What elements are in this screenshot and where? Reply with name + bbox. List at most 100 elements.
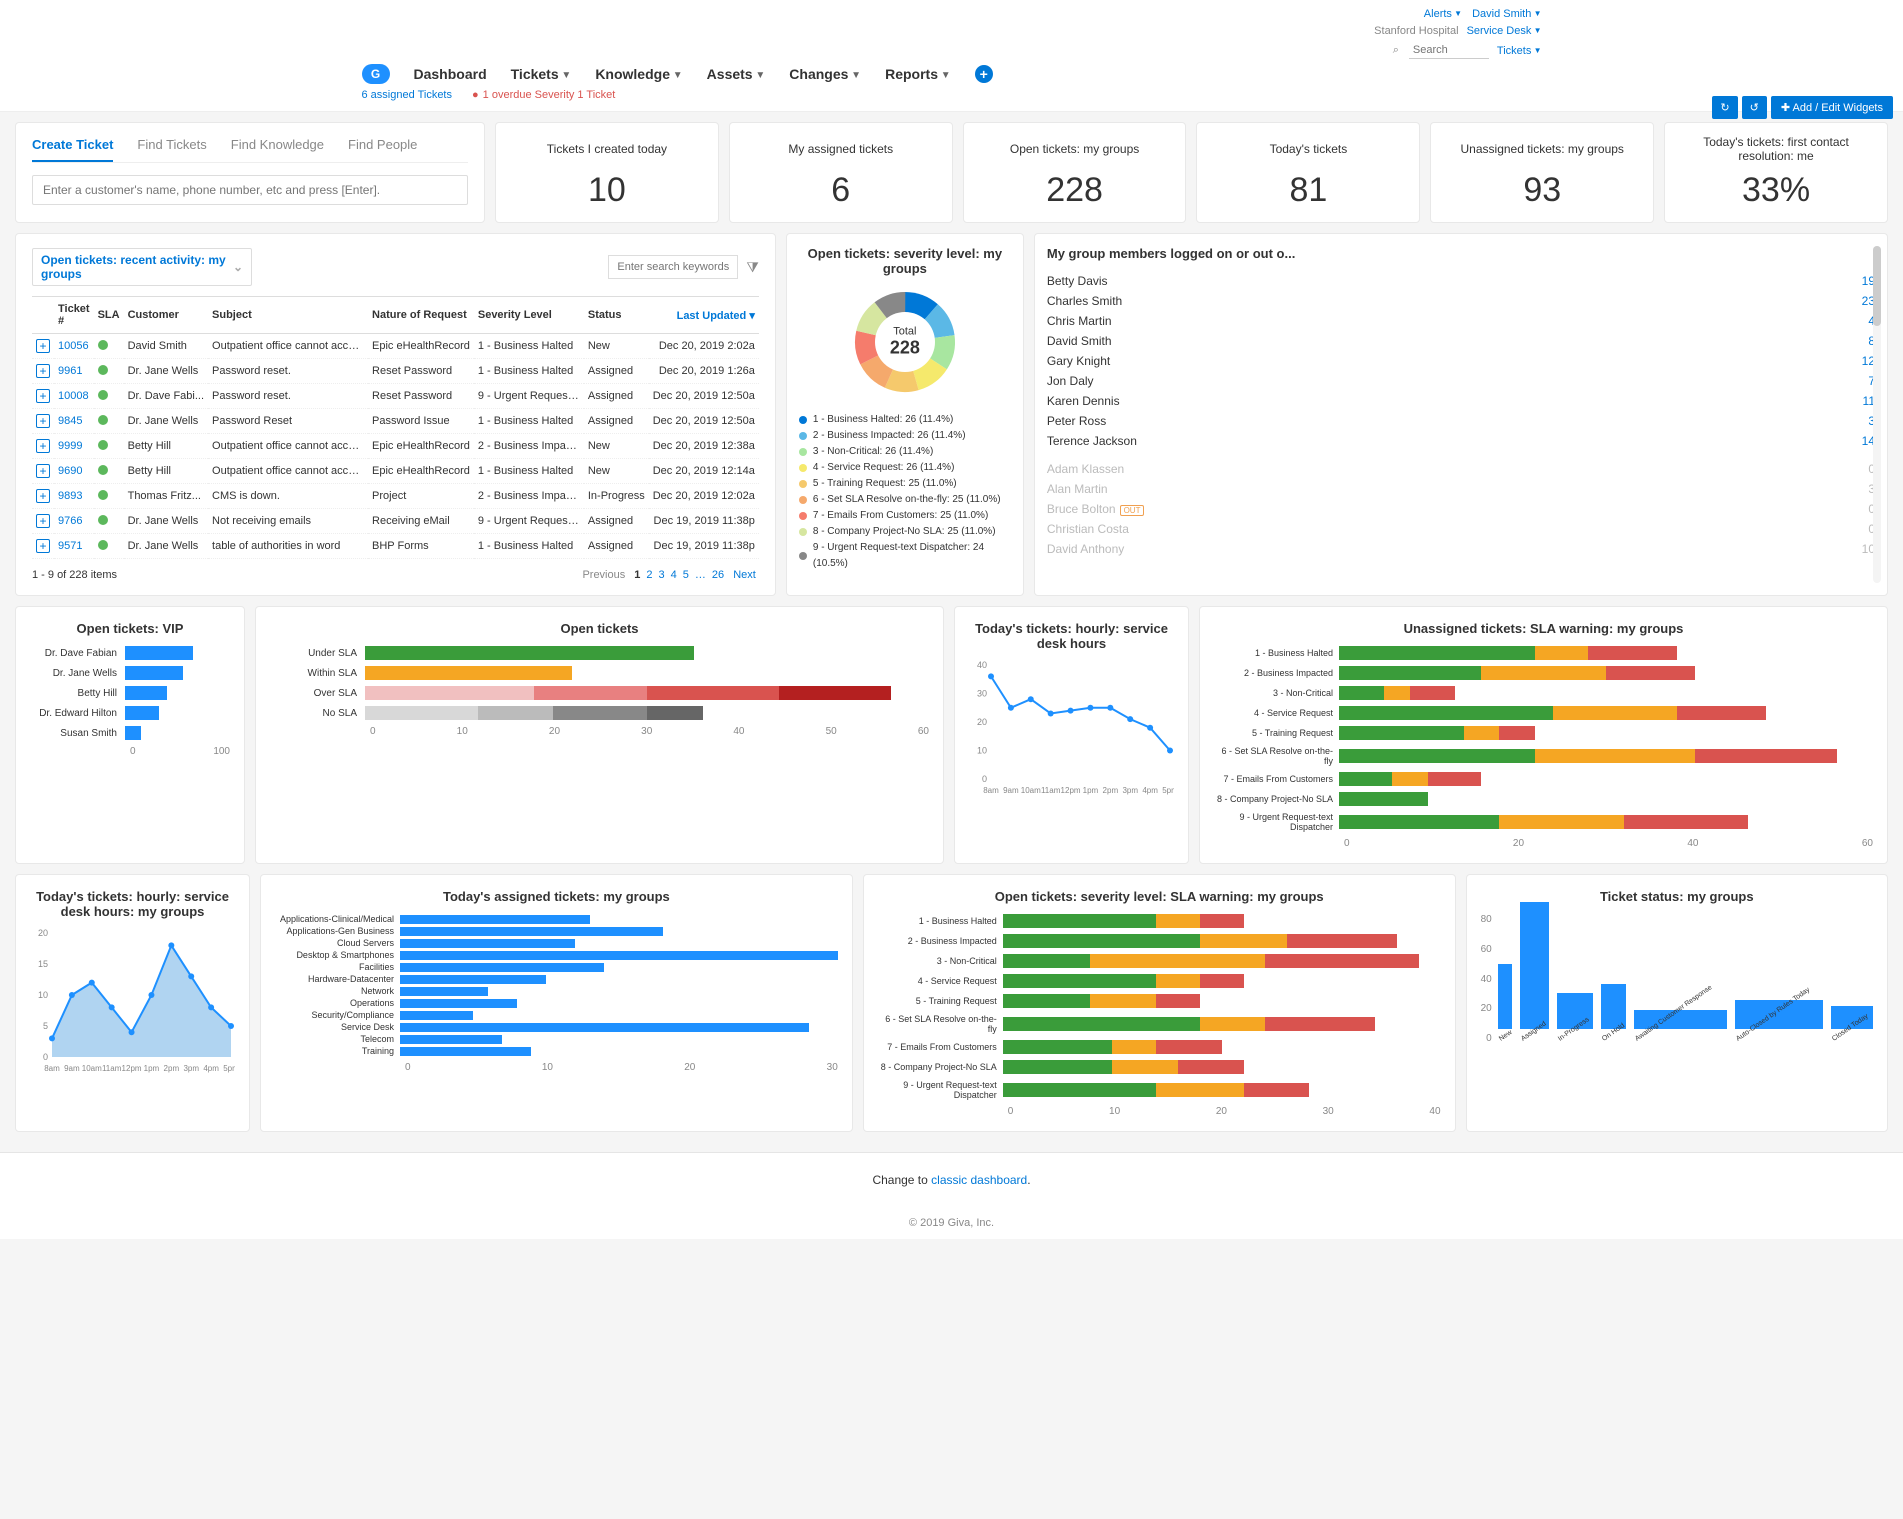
tab-find-people[interactable]: Find People: [348, 137, 417, 162]
create-ticket-input[interactable]: [32, 175, 468, 205]
ticket-id-link[interactable]: 9893: [54, 484, 94, 509]
svg-text:9am: 9am: [1003, 786, 1019, 795]
sort-last-updated[interactable]: Last Updated ▾: [649, 297, 759, 334]
table-row[interactable]: +9571Dr. Jane Wellstable of authorities …: [32, 534, 759, 559]
kpi-card[interactable]: My assigned tickets6: [729, 122, 953, 223]
ticket-id-link[interactable]: 9845: [54, 409, 94, 434]
brand-logo: G: [362, 64, 390, 84]
ticket-id-link[interactable]: 9961: [54, 359, 94, 384]
pager-page[interactable]: 3: [659, 569, 665, 581]
table-row[interactable]: +10008Dr. Dave Fabi...Password reset.Res…: [32, 384, 759, 409]
kpi-card[interactable]: Unassigned tickets: my groups93: [1430, 122, 1654, 223]
table-row[interactable]: +9690Betty HillOutpatient office cannot …: [32, 459, 759, 484]
expand-icon[interactable]: +: [36, 389, 50, 403]
chart-hourly-sd-title: Today's tickets: hourly: service desk ho…: [969, 621, 1174, 651]
svg-text:1pm: 1pm: [144, 1064, 160, 1073]
member-row-out[interactable]: Alan Martin3: [1047, 479, 1875, 499]
member-row[interactable]: Terence Jackson14: [1047, 431, 1875, 451]
expand-icon[interactable]: +: [36, 464, 50, 478]
add-edit-widgets-button[interactable]: ✚ Add / Edit Widgets: [1771, 96, 1893, 119]
member-row-out[interactable]: Christian Costa0: [1047, 519, 1875, 539]
undo-button[interactable]: ↺: [1742, 96, 1767, 119]
service-desk-dropdown[interactable]: Service Desk: [1467, 25, 1542, 37]
kpi-card[interactable]: Open tickets: my groups228: [963, 122, 1187, 223]
table-row[interactable]: +10056David SmithOutpatient office canno…: [32, 334, 759, 359]
overdue-alert[interactable]: 1 overdue Severity 1 Ticket: [472, 89, 615, 101]
expand-icon[interactable]: +: [36, 489, 50, 503]
nav-add-button[interactable]: +: [975, 65, 993, 83]
member-row[interactable]: Charles Smith23: [1047, 291, 1875, 311]
table-row[interactable]: +9893Thomas Fritz...CMS is down.Project2…: [32, 484, 759, 509]
tab-find-knowledge[interactable]: Find Knowledge: [231, 137, 324, 162]
pager-page[interactable]: …: [695, 569, 706, 581]
classic-dashboard-link[interactable]: classic dashboard: [931, 1173, 1027, 1187]
expand-icon[interactable]: +: [36, 539, 50, 553]
assigned-tickets-link[interactable]: 6 assigned Tickets: [362, 89, 453, 101]
member-row[interactable]: Chris Martin4: [1047, 311, 1875, 331]
kpi-card[interactable]: Tickets I created today10: [495, 122, 719, 223]
expand-icon[interactable]: +: [36, 414, 50, 428]
member-row-out[interactable]: Bruce BoltonOUT0: [1047, 499, 1875, 519]
nav-reports[interactable]: Reports: [885, 66, 951, 82]
nav-changes[interactable]: Changes: [789, 66, 861, 82]
sla-status-icon: [98, 365, 108, 375]
table-row[interactable]: +9961Dr. Jane WellsPassword reset.Reset …: [32, 359, 759, 384]
legend-item: 2 - Business Impacted: 26 (11.4%): [799, 428, 1011, 444]
bar-row: 9 - Urgent Request-text Dispatcher: [878, 1080, 1441, 1100]
member-row[interactable]: David Smith8: [1047, 331, 1875, 351]
tickets-scope-dropdown[interactable]: Tickets: [1497, 45, 1542, 57]
ticket-id-link[interactable]: 9690: [54, 459, 94, 484]
member-row[interactable]: Karen Dennis11: [1047, 391, 1875, 411]
table-row[interactable]: +9999Betty HillOutpatient office cannot …: [32, 434, 759, 459]
table-row[interactable]: +9766Dr. Jane WellsNot receiving emailsR…: [32, 509, 759, 534]
member-row[interactable]: Gary Knight12: [1047, 351, 1875, 371]
expand-icon[interactable]: +: [36, 364, 50, 378]
alerts-dropdown[interactable]: Alerts: [1424, 8, 1462, 20]
bar-row: Applications-Clinical/Medical: [275, 914, 838, 924]
bar-row: 8 - Company Project-No SLA: [878, 1060, 1441, 1074]
pager-page[interactable]: 2: [646, 569, 652, 581]
pager-page[interactable]: 26: [712, 569, 724, 581]
scrollbar-thumb[interactable]: [1873, 246, 1881, 326]
ticket-id-link[interactable]: 9766: [54, 509, 94, 534]
svg-text:11am: 11am: [1041, 786, 1061, 795]
pager-prev[interactable]: Previous: [582, 569, 625, 581]
table-row[interactable]: +9845Dr. Jane WellsPassword ResetPasswor…: [32, 409, 759, 434]
bar-row: Operations: [275, 998, 838, 1008]
tab-find-tickets[interactable]: Find Tickets: [137, 137, 206, 162]
expand-icon[interactable]: +: [36, 339, 50, 353]
ticket-id-link[interactable]: 9571: [54, 534, 94, 559]
member-row[interactable]: Jon Daly7: [1047, 371, 1875, 391]
bar-row: 2 - Business Impacted: [878, 934, 1441, 948]
table-view-selector[interactable]: Open tickets: recent activity: my groups: [32, 248, 252, 286]
sla-status-icon: [98, 415, 108, 425]
table-search-input[interactable]: [608, 255, 738, 279]
kpi-card[interactable]: Today's tickets81: [1196, 122, 1420, 223]
bar-row: 6 - Set SLA Resolve on-the-fly: [1214, 746, 1873, 766]
expand-icon[interactable]: +: [36, 439, 50, 453]
nav-dashboard[interactable]: Dashboard: [414, 66, 487, 82]
member-row[interactable]: Peter Ross3: [1047, 411, 1875, 431]
pager-page[interactable]: 4: [671, 569, 677, 581]
sla-status-icon: [98, 440, 108, 450]
svg-text:4pm: 4pm: [203, 1064, 219, 1073]
kpi-card[interactable]: Today's tickets: first contact resolutio…: [1664, 122, 1888, 223]
ticket-id-link[interactable]: 10008: [54, 384, 94, 409]
tab-create-ticket[interactable]: Create Ticket: [32, 137, 113, 162]
pager-page[interactable]: 5: [683, 569, 689, 581]
nav-assets[interactable]: Assets: [707, 66, 766, 82]
pager-next[interactable]: Next: [733, 569, 756, 581]
member-row-out[interactable]: David Anthony10: [1047, 539, 1875, 559]
member-row-out[interactable]: Adam Klassen0: [1047, 459, 1875, 479]
ticket-id-link[interactable]: 10056: [54, 334, 94, 359]
nav-tickets[interactable]: Tickets: [511, 66, 572, 82]
ticket-id-link[interactable]: 9999: [54, 434, 94, 459]
expand-icon[interactable]: +: [36, 514, 50, 528]
refresh-button[interactable]: ↻: [1712, 96, 1737, 119]
nav-knowledge[interactable]: Knowledge: [595, 66, 682, 82]
user-dropdown[interactable]: David Smith: [1472, 8, 1541, 20]
global-search-input[interactable]: [1409, 42, 1489, 59]
svg-text:12pm: 12pm: [1061, 786, 1081, 795]
filter-icon[interactable]: ⧩: [746, 259, 759, 276]
member-row[interactable]: Betty Davis19: [1047, 271, 1875, 291]
